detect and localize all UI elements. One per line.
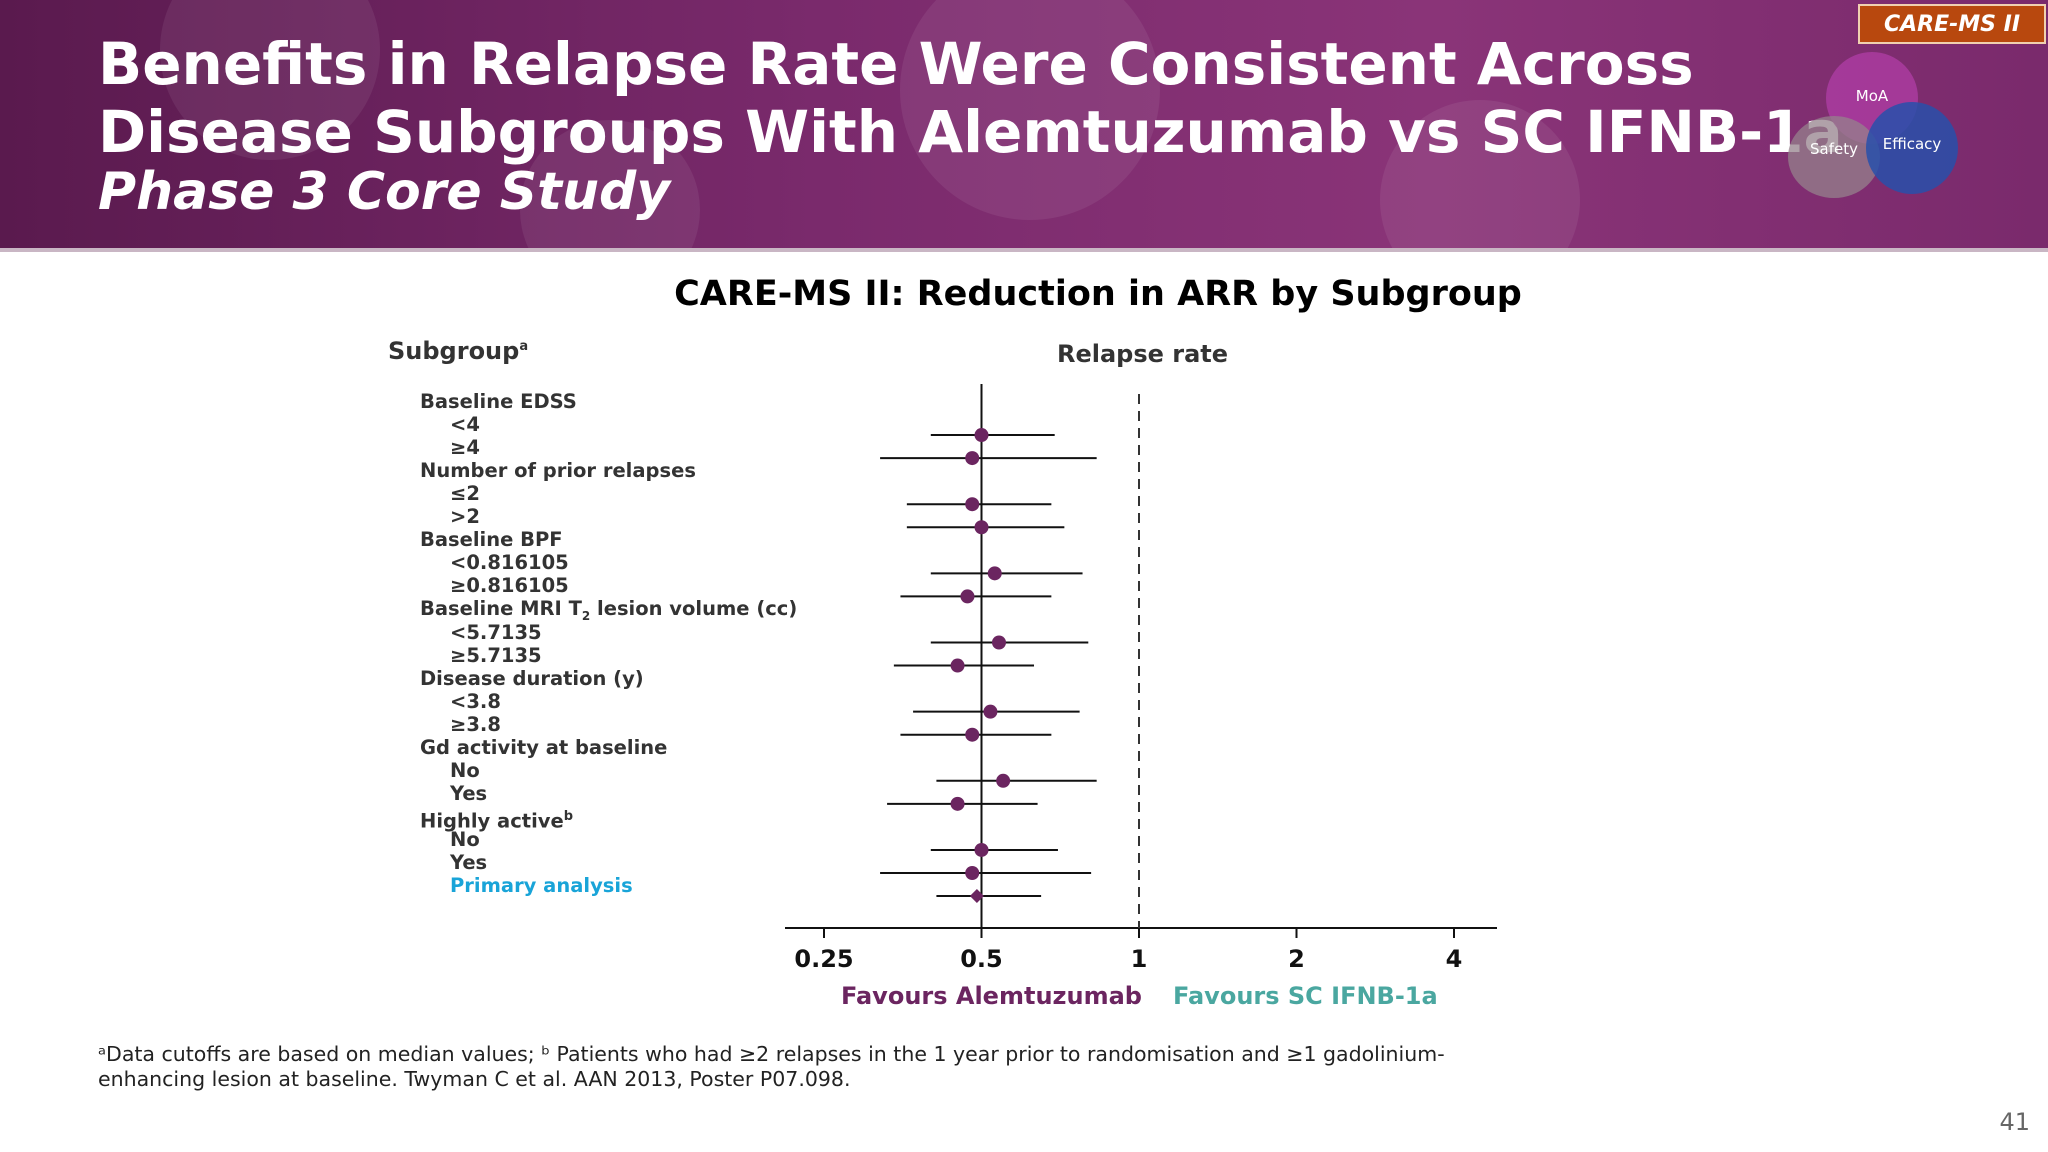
subgroup-heading: Gd activity at baseline xyxy=(420,735,668,759)
page-number: 41 xyxy=(1999,1108,2030,1136)
relapse-rate-column-header: Relapse rate xyxy=(1057,340,1229,368)
x-tick-label: 4 xyxy=(1446,945,1463,973)
point-estimate xyxy=(983,704,998,719)
row-label-text: Baseline MRI T xyxy=(420,597,582,621)
footnote: ᵃData cutoffs are based on median values… xyxy=(98,1042,1548,1092)
point-estimate xyxy=(965,497,980,512)
row-label-footnote-mark: b xyxy=(563,808,574,824)
point-estimate xyxy=(965,451,980,466)
subgroup-level-label: ≥5.7135 xyxy=(420,643,542,667)
subgroup-heading: Disease duration (y) xyxy=(420,666,644,690)
footnote-line1: ᵃData cutoffs are based on median values… xyxy=(98,1042,1445,1066)
subgroup-level-label: ≥0.816105 xyxy=(420,575,569,597)
subgroup-level-label: Yes xyxy=(420,781,488,805)
subgroup-level-label: No xyxy=(420,827,480,851)
footnote-line2: enhancing lesion at baseline. Twyman C e… xyxy=(98,1067,851,1091)
row-label-text: ≥0.816105 xyxy=(450,574,569,598)
subgroup-level-label: ≥3.8 xyxy=(420,712,501,736)
subgroup-level-label: <5.7135 xyxy=(420,620,542,644)
row-label-text: Baseline EDSS xyxy=(420,390,577,413)
slide-title-line1: Benefits in Relapse Rate Were Consistent… xyxy=(98,30,1694,98)
x-tick-label: 0.25 xyxy=(794,945,853,973)
subgroup-level-label: >2 xyxy=(420,506,480,528)
row-label-text: Disease duration (y) xyxy=(420,666,644,690)
row-label-text: >2 xyxy=(450,505,480,529)
virus-decoration xyxy=(1380,100,1580,248)
row-label-text: <5.7135 xyxy=(450,620,542,644)
primary-estimate-diamond xyxy=(969,889,984,904)
subgroup-heading: Baseline BPF xyxy=(420,529,563,551)
row-label-subscript: 2 xyxy=(581,609,591,624)
subgroup-heading: Baseline MRI T2 lesion volume (cc) xyxy=(420,598,797,627)
row-label-text: Primary analysis xyxy=(450,874,633,898)
row-label-text: No xyxy=(450,827,480,851)
row-label-text: ≥5.7135 xyxy=(450,643,542,667)
subgroup-level-label: <3.8 xyxy=(420,689,501,713)
virus-decoration xyxy=(900,0,1160,220)
point-estimate xyxy=(965,866,980,880)
subgroup-header-footnote-mark: a xyxy=(519,339,529,354)
slide-title-line2: Disease Subgroups With Alemtuzumab vs SC… xyxy=(98,98,1843,166)
subgroup-heading: Baseline EDSS xyxy=(420,391,577,413)
point-estimate xyxy=(950,796,965,811)
row-label-text: <0.816105 xyxy=(450,551,569,575)
subgroup-level-label: No xyxy=(420,758,480,782)
point-estimate xyxy=(965,727,980,742)
point-estimate xyxy=(974,842,989,857)
study-badge: CARE-MS II xyxy=(1858,4,2046,44)
subgroup-level-label: <0.816105 xyxy=(420,552,569,574)
row-label-text: No xyxy=(450,758,480,782)
x-tick-label: 0.5 xyxy=(960,945,1003,973)
point-estimate xyxy=(996,773,1011,788)
row-label-text: ≥3.8 xyxy=(450,712,501,736)
safety-circle: Safety xyxy=(1788,116,1880,198)
subgroup-heading: Highly activeb xyxy=(420,806,573,833)
slide-subtitle: Phase 3 Core Study xyxy=(98,162,671,222)
row-label-text: <4 xyxy=(450,413,480,437)
row-label-text: Baseline BPF xyxy=(420,528,563,552)
row-label-text: <3.8 xyxy=(450,689,501,713)
row-label-text: Yes xyxy=(450,781,488,805)
banner-divider xyxy=(0,248,2048,252)
row-label-suffix: lesion volume (cc) xyxy=(590,597,798,621)
efficacy-circle: Efficacy xyxy=(1866,102,1958,194)
chart-title: CARE-MS II: Reduction in ARR by Subgroup xyxy=(674,274,1522,314)
point-estimate xyxy=(974,520,989,535)
primary-analysis-label: Primary analysis xyxy=(420,875,633,897)
x-tick-label: 2 xyxy=(1288,945,1305,973)
row-label-text: ≥4 xyxy=(450,436,480,460)
efficacy-label: Efficacy xyxy=(1882,135,1942,153)
subgroup-level-label: <4 xyxy=(420,414,480,436)
point-estimate xyxy=(974,428,989,443)
row-label-text: Number of prior relapses xyxy=(420,459,696,483)
moa-label: MoA xyxy=(1855,87,1889,105)
header-banner: Benefits in Relapse Rate Were Consistent… xyxy=(0,0,2048,248)
point-estimate xyxy=(987,566,1002,581)
row-label-text: Highly active xyxy=(420,809,564,833)
point-estimate xyxy=(991,635,1006,650)
safety-label: Safety xyxy=(1810,140,1858,158)
subgroup-heading: Number of prior relapses xyxy=(420,460,696,482)
subgroup-header-text: Subgroup xyxy=(388,337,520,365)
row-label-text: Yes xyxy=(450,851,488,874)
point-estimate xyxy=(950,658,965,673)
row-label-text: ≤2 xyxy=(450,482,480,506)
row-label-text: Gd activity at baseline xyxy=(420,735,668,759)
favours-alemtuzumab-label: Favours Alemtuzumab xyxy=(841,982,1142,1010)
subgroup-level-label: Yes xyxy=(420,852,487,874)
point-estimate xyxy=(960,589,975,604)
subgroup-column-header: Subgroupa xyxy=(388,337,528,365)
favours-ifnb-label: Favours SC IFNB-1a xyxy=(1173,982,1438,1010)
subgroup-level-label: ≥4 xyxy=(420,437,480,459)
subgroup-level-label: ≤2 xyxy=(420,483,480,505)
x-tick-label: 1 xyxy=(1131,945,1148,973)
